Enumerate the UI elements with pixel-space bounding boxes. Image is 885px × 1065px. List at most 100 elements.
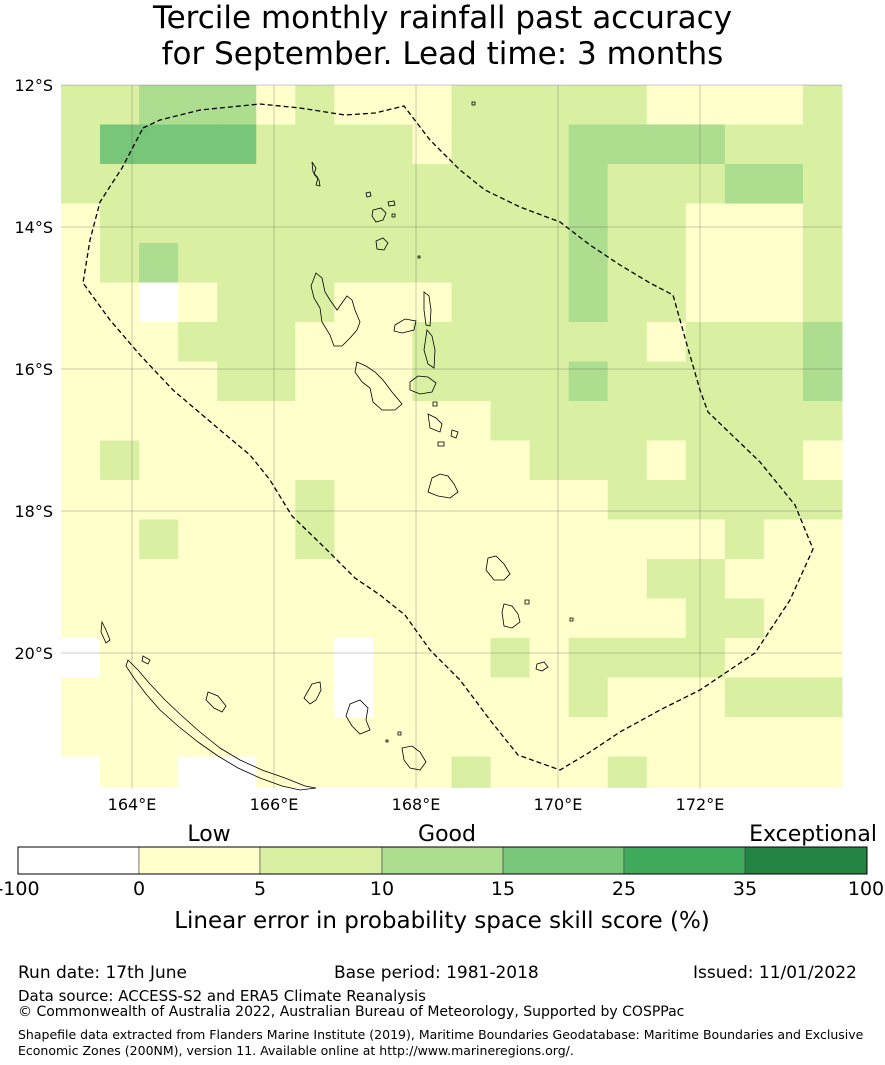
skill-grid-cell (802, 322, 843, 362)
skill-grid-cell (607, 164, 648, 204)
skill-grid-cell (490, 85, 531, 125)
skill-grid-cell (61, 124, 101, 165)
colorbar-swatch (623, 846, 746, 875)
skill-grid-cell (646, 322, 687, 362)
skill-grid-cell (607, 124, 648, 165)
skill-grid-cell (802, 203, 843, 244)
data-source: Data source: ACCESS-S2 and ERA5 Climate … (18, 987, 426, 1005)
skill-grid-cell (217, 559, 257, 599)
skill-grid-cell (724, 361, 765, 402)
skill-grid-cell (685, 322, 726, 362)
skill-grid-cell (607, 677, 648, 718)
skill-grid-cell (685, 361, 726, 402)
skill-grid-cell (178, 124, 218, 165)
skill-grid-cell (217, 440, 257, 481)
skill-grid-cell (61, 717, 101, 757)
skill-grid-cell (685, 638, 726, 678)
skill-grid-cell (139, 164, 179, 204)
skill-grid-cell (490, 164, 531, 204)
new-caledonia-outline (100, 620, 427, 791)
skill-grid-cell (490, 361, 531, 402)
skill-grid-cell (451, 677, 492, 718)
skill-grid-cell (217, 85, 257, 125)
skill-grid-cell (334, 124, 374, 165)
colorbar-swatch (259, 846, 383, 875)
skill-grid-cell (763, 480, 804, 520)
skill-grid-cell (451, 480, 492, 520)
skill-grid-cell (529, 243, 570, 283)
skill-grid-cell (334, 243, 374, 283)
skill-grid-cell (685, 440, 726, 481)
skill-grid-cell (763, 440, 804, 481)
skill-grid-cell (334, 717, 374, 757)
skill-grid-cell (763, 282, 804, 323)
skill-grid-cell (139, 85, 179, 125)
skill-grid-cell (256, 203, 296, 244)
lat-label-20s: 20°S (14, 644, 53, 663)
colorbar-tick-label: 10 (370, 878, 394, 900)
skill-grid-cell (646, 559, 687, 599)
skill-grid-cell (607, 519, 648, 560)
skill-grid-cell (724, 717, 765, 757)
skill-grid-cell (61, 638, 101, 678)
skill-grid-cell (295, 756, 335, 788)
skill-grid-cell (256, 124, 296, 165)
skill-grid-cell (412, 519, 452, 560)
skill-grid-cell (217, 638, 257, 678)
skill-grid-cell (256, 756, 296, 788)
skill-grid-cell (802, 282, 843, 323)
skill-grid-cell (568, 322, 609, 362)
skill-grid-cell (373, 638, 413, 678)
colorbar-label: Linear error in probability space skill … (174, 908, 710, 934)
colorbar-category-exceptional: Exceptional (749, 822, 877, 847)
skill-grid-cell (646, 440, 687, 481)
skill-grid-cell (256, 401, 296, 441)
skill-grid-cell (685, 519, 726, 560)
colorbar-swatches (17, 846, 868, 875)
lat-label-18s: 18°S (14, 502, 53, 521)
skill-grid-cell (139, 598, 179, 639)
skill-grid-cell (100, 717, 140, 757)
skill-grid-cell (607, 203, 648, 244)
skill-grid-cell (412, 638, 452, 678)
skill-grid-cell (685, 717, 726, 757)
skill-grid-cell (256, 282, 296, 323)
skill-grid-cell (412, 322, 452, 362)
skill-grid-cell (295, 124, 335, 165)
skill-grid-cell (685, 677, 726, 718)
skill-grid-cell (607, 401, 648, 441)
skill-grid-cell (100, 322, 140, 362)
skill-grid-cell (529, 756, 570, 788)
skill-grid-cell (607, 638, 648, 678)
skill-grid-cell (217, 164, 257, 204)
lon-label-172e: 172°E (676, 795, 725, 814)
skill-grid-cell (490, 124, 531, 165)
skill-grid-cell (568, 243, 609, 283)
skill-grid-cell (607, 440, 648, 481)
skill-grid-cell (61, 164, 101, 204)
skill-grid-cell (100, 203, 140, 244)
skill-grid-cell (217, 677, 257, 718)
lat-label-14s: 14°S (14, 218, 53, 237)
skill-grid-cell (607, 322, 648, 362)
skill-grid-cell (490, 322, 531, 362)
skill-grid-cell (178, 164, 218, 204)
skill-grid-cells (61, 85, 843, 788)
skill-grid-cell (373, 124, 413, 165)
skill-grid-cell (217, 519, 257, 560)
skill-grid-cell (412, 717, 452, 757)
skill-grid-cell (373, 440, 413, 481)
skill-grid-cell (295, 480, 335, 520)
skill-grid-cell (802, 401, 843, 441)
colorbar-tick-label: -100 (0, 878, 40, 900)
skill-grid-cell (295, 598, 335, 639)
skill-grid-cell (646, 401, 687, 441)
skill-grid-cell (61, 598, 101, 639)
skill-grid-cell (217, 756, 257, 788)
skill-grid-cell (100, 401, 140, 441)
skill-grid-cell (217, 717, 257, 757)
skill-grid-cell (763, 717, 804, 757)
skill-grid-cell (685, 401, 726, 441)
skill-grid-cell (373, 361, 413, 402)
skill-grid-cell (568, 401, 609, 441)
